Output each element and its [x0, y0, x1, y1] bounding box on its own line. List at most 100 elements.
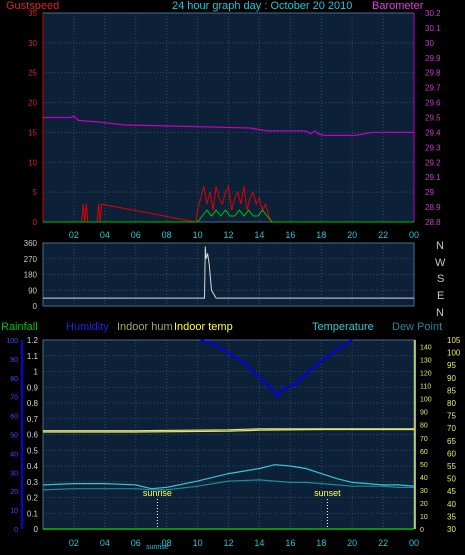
left-tick-label: 5 [33, 188, 38, 197]
right-tick-label: 29.1 [425, 173, 441, 182]
indoor-tick-label: 0 [420, 527, 424, 534]
x-tick-label: 12 [223, 538, 233, 548]
right-tick-label: 29 [425, 188, 434, 197]
compass-e: E [437, 290, 444, 302]
x-tick-label: 10 [193, 538, 203, 548]
temperature-tick-label: 90 [447, 374, 456, 383]
indoor-temp-label: Indoor temp [174, 321, 233, 333]
indoor-tick-label: 10 [420, 514, 428, 521]
humidity-tick-label: 0 [14, 527, 18, 534]
x-tick-label: 02 [69, 538, 79, 548]
humidity-series [200, 339, 353, 399]
x-tick-label: 16 [285, 538, 295, 548]
indoor-tick-label: 130 [420, 358, 432, 365]
humidity-tick-label: 50 [10, 433, 18, 440]
right-tick-label: 29.4 [425, 128, 441, 137]
temperature-tick-label: 65 [447, 437, 456, 446]
x-tick-label: 12 [223, 230, 233, 240]
graph-title: 24 hour graph day : October 20 2010 [172, 0, 352, 12]
left-tick-label: 35 [28, 9, 37, 18]
x-tick-label: 20 [347, 538, 357, 548]
direction-tick-label: 0 [33, 302, 38, 311]
wind-direction-chart: 0 90 180 270 360 [24, 239, 415, 311]
x-tick-label: 16 [285, 230, 295, 240]
x-sunrise-label: sunrise [146, 544, 169, 551]
compass-s: S [437, 273, 444, 285]
x-tick-label: 08 [162, 230, 172, 240]
humidity-tick-label: 70 [10, 395, 18, 402]
compass-n-bottom: N [436, 307, 444, 319]
gustspeed-label: Gustspeed [6, 0, 59, 12]
right-tick-label: 30.1 [425, 24, 441, 33]
x-tick-label: 04 [100, 230, 110, 240]
x-tick-label: 14 [254, 230, 264, 240]
rainfall-tick-label: 0.7 [27, 415, 39, 424]
direction-tick-label: 90 [28, 286, 37, 295]
indoor-tick-label: 30 [420, 488, 428, 495]
indoor-temp-series [43, 428, 414, 433]
sunset-label: sunset [314, 488, 341, 498]
right-tick-label: 30 [425, 39, 434, 48]
indoor-tick-label: 60 [420, 449, 428, 456]
rainfall-tick-label: 0.4 [27, 462, 39, 471]
temperature-tick-label: 100 [447, 349, 461, 358]
temperature-tick-label: 55 [447, 462, 456, 471]
x-tick-label: 00 [409, 538, 419, 548]
left-tick-label: 10 [28, 158, 37, 167]
wind-barometer-chart: 0 5 10 15 20 25 30 35 28.8 28.9 29 29.1 29.2 29.3 29.4… [28, 9, 441, 240]
temperature-tick-label: 60 [447, 449, 456, 458]
right-tick-label: 29.6 [425, 99, 441, 108]
humidity-label: Humidity [66, 321, 109, 333]
right-tick-label: 29.5 [425, 114, 441, 123]
barometer-label: Barometer [372, 0, 424, 12]
temperature-tick-label: 85 [447, 386, 456, 395]
dew-point-series [42, 479, 414, 491]
temperature-tick-label: 50 [447, 475, 456, 484]
wind-direction-series [43, 246, 414, 299]
x-tick-label: 02 [69, 230, 79, 240]
temperature-tick-label: 45 [447, 487, 456, 496]
barometer-series [43, 115, 414, 137]
indoor-tick-label: 50 [420, 462, 428, 469]
humidity-tick-label: 30 [10, 470, 18, 477]
left-tick-label: 0 [33, 218, 38, 227]
rainfall-tick-label: 0.6 [27, 431, 39, 440]
right-tick-label: 29.8 [425, 69, 441, 78]
right-tick-label: 28.9 [425, 203, 441, 212]
x-tick-label: 06 [131, 538, 141, 548]
right-tick-label: 29.2 [425, 158, 441, 167]
compass-n-top: N [436, 240, 444, 252]
rainfall-tick-label: 0.1 [27, 509, 39, 518]
sunrise-label: sunrise [143, 488, 172, 498]
temperature-humidity-chart: 010203040506070809010000.10.20.30.40.50.… [6, 336, 461, 551]
indoor-tick-label: 110 [420, 384, 431, 391]
humidity-tick-label: 100 [6, 338, 18, 345]
temperature-tick-label: 70 [447, 424, 456, 433]
indoor-hum-label: Indoor hum [117, 321, 173, 333]
x-tick-label: 18 [316, 230, 326, 240]
direction-tick-label: 180 [24, 271, 38, 280]
x-tick-label: 00 [409, 230, 419, 240]
temperature-series [42, 464, 415, 490]
rainfall-tick-label: 1 [34, 368, 39, 377]
x-tick-label: 20 [347, 230, 357, 240]
indoor-tick-label: 120 [420, 371, 432, 378]
indoor-tick-label: 40 [420, 475, 428, 482]
humidity-tick-label: 60 [10, 414, 18, 421]
temperature-tick-label: 40 [447, 500, 456, 509]
x-tick-label: 14 [254, 538, 264, 548]
humidity-tick-label: 10 [10, 508, 18, 515]
rainfall-tick-label: 0.2 [27, 494, 39, 503]
indoor-tick-label: 90 [420, 410, 428, 417]
indoor-tick-label: 20 [420, 501, 428, 508]
humidity-tick-label: 80 [10, 376, 18, 383]
left-tick-label: 15 [28, 128, 37, 137]
indoor-tick-label: 70 [420, 436, 428, 443]
rainfall-label: Rainfall [1, 321, 38, 333]
rainfall-tick-label: 0.8 [27, 399, 39, 408]
indoor-hum-series [43, 428, 414, 432]
humidity-tick-label: 20 [10, 489, 18, 496]
temperature-label: Temperature [312, 321, 374, 333]
rainfall-tick-label: 1.2 [27, 336, 39, 345]
